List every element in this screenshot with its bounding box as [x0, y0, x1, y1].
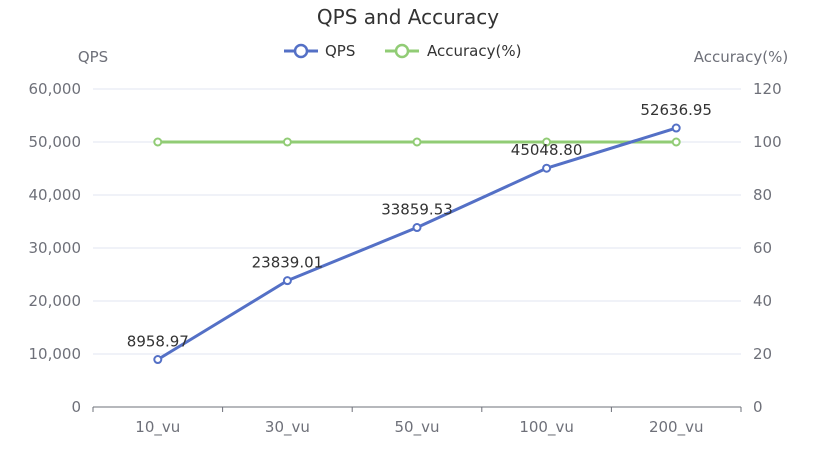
qps-data-label: 8958.97	[127, 333, 189, 351]
series-line-qps	[157, 126, 677, 361]
legend: QPS Accuracy(%)	[284, 42, 521, 60]
data-point-qps[interactable]	[153, 355, 163, 365]
legend-qps-label: QPS	[325, 42, 355, 60]
y-right-axis-label: Accuracy(%)	[694, 48, 788, 66]
data-point-accuracy[interactable]	[542, 137, 552, 147]
x-axis: 10_vu 30_vu 50_vu 100_vu 200_vu	[92, 406, 742, 437]
legend-qps-marker	[293, 43, 309, 59]
qps-data-label: 23839.01	[252, 254, 324, 272]
series-layer: 8958.97 23839.01 33859.53 45048.80 52636.95	[127, 101, 712, 365]
gridlines	[93, 88, 741, 355]
y-left-axis-label: QPS	[78, 48, 108, 66]
x-tick-label: 50_vu	[395, 418, 440, 437]
legend-accuracy-label: Accuracy(%)	[427, 42, 521, 60]
y-left-tick-label: 10,000	[29, 345, 82, 363]
y-right-tick-label: 100	[753, 133, 782, 151]
x-tick-label: 30_vu	[265, 418, 310, 437]
y-right-tick-label: 120	[753, 80, 782, 98]
y-left-ticks: 0 10,000 20,000 30,000 40,000 50,000 60,000	[29, 80, 82, 416]
y-right-tick-label: 60	[753, 239, 772, 257]
x-tick-label: 200_vu	[649, 418, 704, 437]
qps-data-label: 45048.80	[511, 141, 583, 159]
y-left-tick-label: 50,000	[29, 133, 82, 151]
data-point-qps[interactable]	[282, 276, 292, 286]
y-right-tick-label: 40	[753, 292, 772, 310]
qps-data-label: 33859.53	[381, 201, 453, 219]
y-right-tick-label: 20	[753, 345, 772, 363]
data-point-qps[interactable]	[671, 123, 681, 133]
legend-item-accuracy[interactable]: Accuracy(%)	[385, 42, 521, 60]
y-left-tick-label: 0	[71, 398, 81, 416]
data-point-accuracy[interactable]	[671, 137, 681, 147]
chart-title: QPS and Accuracy	[317, 5, 499, 29]
y-right-tick-label: 0	[753, 398, 763, 416]
y-left-tick-label: 30,000	[29, 239, 82, 257]
y-left-tick-label: 20,000	[29, 292, 82, 310]
data-point-qps[interactable]	[412, 223, 422, 233]
qps-data-label: 52636.95	[640, 101, 712, 119]
data-point-accuracy[interactable]	[412, 137, 422, 147]
legend-accuracy-marker	[394, 43, 410, 59]
data-point-qps[interactable]	[542, 163, 552, 173]
y-right-tick-label: 80	[753, 186, 772, 204]
data-point-accuracy[interactable]	[282, 137, 292, 147]
x-tick-label: 10_vu	[135, 418, 180, 437]
legend-item-qps[interactable]: QPS	[284, 42, 355, 60]
y-left-tick-label: 60,000	[29, 80, 82, 98]
x-tick-label: 100_vu	[519, 418, 574, 437]
y-left-tick-label: 40,000	[29, 186, 82, 204]
data-point-accuracy[interactable]	[153, 137, 163, 147]
y-right-ticks: 0 20 40 60 80 100 120	[753, 80, 782, 416]
